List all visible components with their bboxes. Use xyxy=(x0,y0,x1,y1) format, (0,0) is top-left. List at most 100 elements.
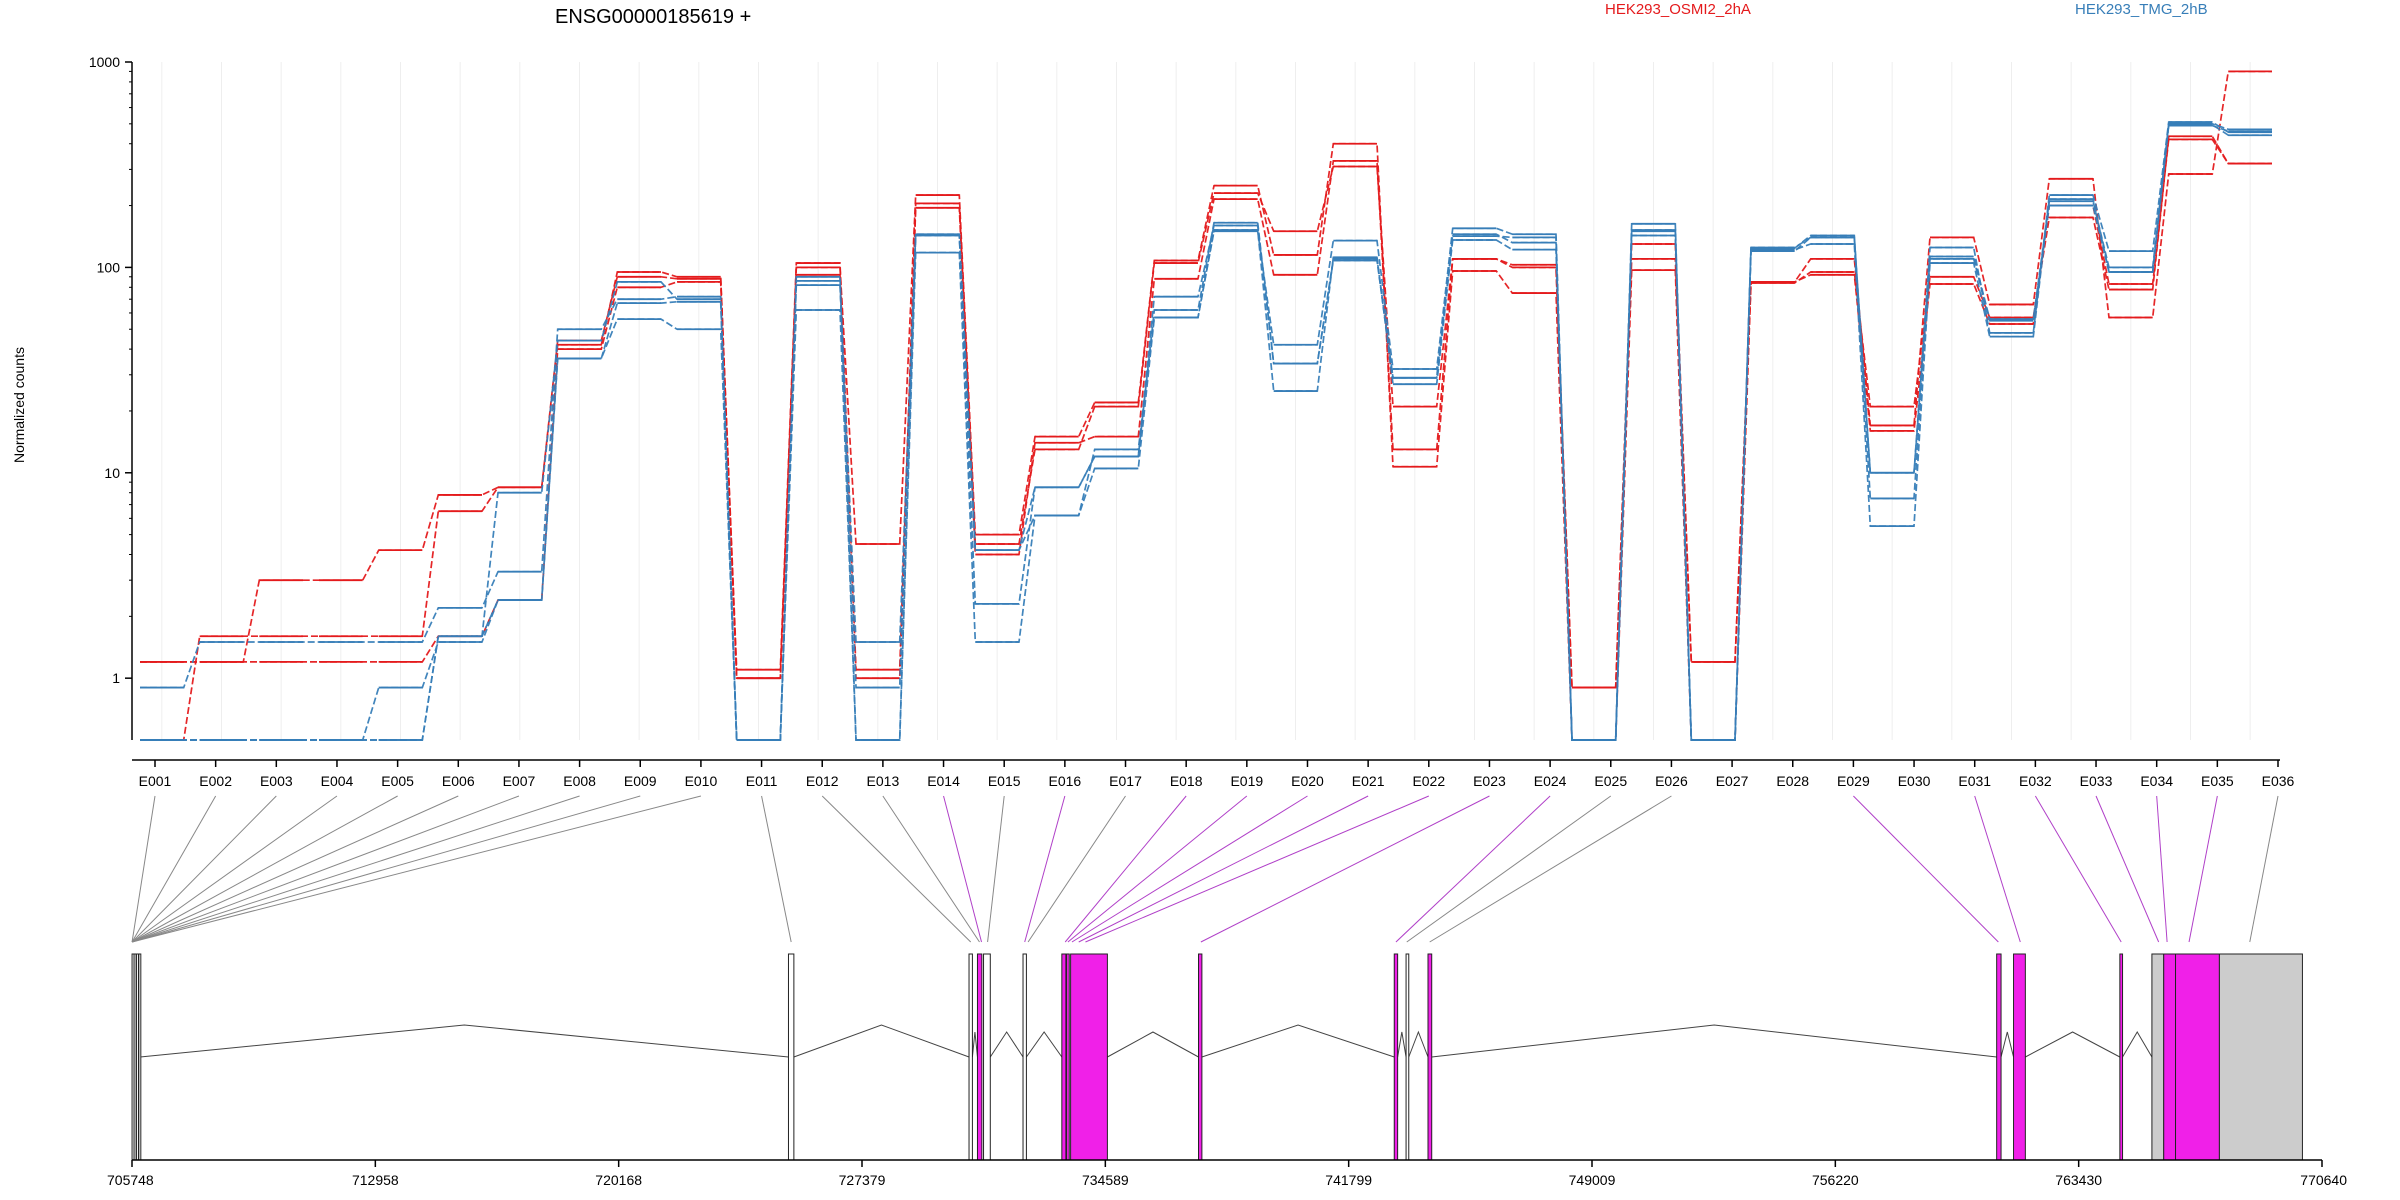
coordinate-label: 741799 xyxy=(1325,1172,1372,1188)
exon-box xyxy=(138,953,142,1161)
series-lines xyxy=(140,70,2272,741)
exon-connector xyxy=(131,795,641,943)
coordinate-label: 727379 xyxy=(839,1172,886,1188)
exon-connector xyxy=(1071,795,1308,943)
exon-box xyxy=(1393,953,1399,1161)
exon-label: E032 xyxy=(2019,773,2052,789)
exon-box xyxy=(976,953,983,1161)
exon-connector xyxy=(1200,795,1490,943)
exon-connector xyxy=(1974,795,2021,943)
gene-model xyxy=(131,953,2303,1161)
exon-box xyxy=(1405,953,1410,1161)
legend-entry-tmg: HEK293_TMG_2hB xyxy=(2075,1,2208,18)
exon-connector xyxy=(1027,795,1126,943)
exon-connector xyxy=(1024,795,1066,943)
exon-box xyxy=(133,953,137,1161)
exon-label: E013 xyxy=(867,773,900,789)
intron xyxy=(1397,1031,1407,1058)
exon-box xyxy=(983,953,991,1161)
exon-label: E027 xyxy=(1716,773,1749,789)
exon-connector xyxy=(131,795,338,943)
exon-box xyxy=(968,953,973,1161)
intron xyxy=(989,1031,1024,1058)
exon-connector xyxy=(1085,795,1429,943)
exon-label: E001 xyxy=(139,773,172,789)
exon-box xyxy=(2013,953,2026,1161)
coordinate-label: 712958 xyxy=(352,1172,399,1188)
exon-label: E030 xyxy=(1898,773,1931,789)
exon-label: E036 xyxy=(2262,773,2295,789)
exon-connector xyxy=(1406,795,1612,943)
exon-label: E003 xyxy=(260,773,293,789)
exon-box xyxy=(135,953,139,1161)
coordinate-label: 734589 xyxy=(1082,1172,1129,1188)
exon-label: E005 xyxy=(381,773,414,789)
exon-box xyxy=(2119,953,2124,1161)
exon-connector xyxy=(1395,795,1551,943)
intron xyxy=(971,1031,978,1058)
exon-box xyxy=(2218,953,2303,1161)
exon-label: E015 xyxy=(988,773,1021,789)
exon-box xyxy=(1061,953,1067,1161)
intron xyxy=(793,1024,970,1058)
exon-connector xyxy=(761,795,792,943)
series-line-3 xyxy=(140,135,2272,689)
exon-connector xyxy=(2156,795,2168,943)
series-line-1 xyxy=(140,138,2272,689)
exon-box xyxy=(2175,953,2220,1161)
y-tick-label: 1 xyxy=(112,670,120,686)
exon-connector xyxy=(2034,795,2122,943)
exon-label: E004 xyxy=(321,773,354,789)
exon-label: E025 xyxy=(1594,773,1627,789)
y-tick-label: 10 xyxy=(104,465,120,481)
coordinate-label: 756220 xyxy=(1812,1172,1859,1188)
exon-label: E011 xyxy=(746,773,778,789)
exon-label: E026 xyxy=(1655,773,1688,789)
exon-label: E009 xyxy=(624,773,657,789)
exon-label: E023 xyxy=(1473,773,1506,789)
exon-connector xyxy=(131,795,459,943)
exon-connector xyxy=(2249,795,2279,943)
exon-label: E010 xyxy=(685,773,718,789)
coordinate-label: 720168 xyxy=(595,1172,642,1188)
exon-connectors xyxy=(131,795,2279,943)
coordinate-label: 763430 xyxy=(2055,1172,2102,1188)
exon-label: E014 xyxy=(927,773,960,789)
exon-connector xyxy=(131,795,580,943)
coordinate-label: 705748 xyxy=(107,1172,154,1188)
exon-connector xyxy=(131,795,398,943)
exon-connector xyxy=(2188,795,2218,943)
exon-label: E002 xyxy=(199,773,232,789)
exon-label: E024 xyxy=(1534,773,1567,789)
exon-box xyxy=(2163,953,2177,1161)
exon-label: E018 xyxy=(1170,773,1203,789)
intron xyxy=(140,1024,789,1058)
intron xyxy=(1201,1024,1395,1058)
coordinate-label: 770640 xyxy=(2300,1172,2347,1188)
y-axis: 1 10 100 1000 xyxy=(89,54,133,740)
exon-connector xyxy=(1067,795,1248,943)
intron xyxy=(1025,1031,1063,1058)
exon-label: E007 xyxy=(503,773,536,789)
exon-connector xyxy=(131,795,156,943)
exon-box xyxy=(1070,953,1108,1161)
exon-label: E022 xyxy=(1412,773,1445,789)
exon-connector xyxy=(882,795,980,943)
exon-box xyxy=(1427,953,1433,1161)
exon-connector xyxy=(943,795,982,943)
intron xyxy=(2122,1031,2153,1058)
exon-connector xyxy=(131,795,277,943)
exon-connector xyxy=(2095,795,2160,943)
exon-label: E016 xyxy=(1049,773,1082,789)
exon-label: E020 xyxy=(1291,773,1324,789)
intron xyxy=(2025,1031,2121,1058)
exon-label: E029 xyxy=(1837,773,1870,789)
series-line-2 xyxy=(140,70,2272,741)
y-axis-label: Normalized counts xyxy=(11,347,27,463)
exon-label: E019 xyxy=(1230,773,1263,789)
exon-box xyxy=(1198,953,1203,1161)
series-line-6 xyxy=(140,123,2272,741)
exon-box xyxy=(787,953,795,1161)
y-tick-label: 100 xyxy=(97,259,121,275)
